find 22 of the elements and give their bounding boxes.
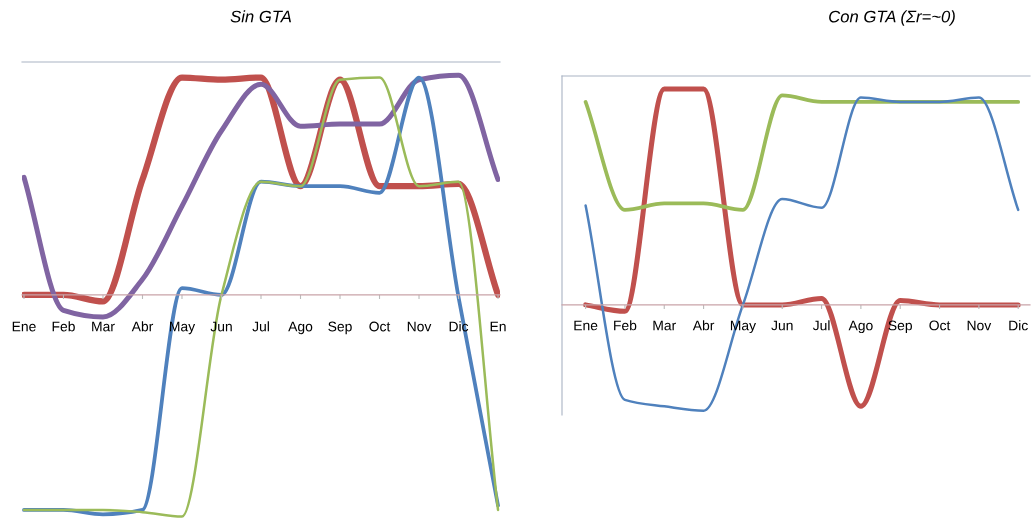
x-tick-label: Jul bbox=[252, 321, 269, 332]
x-tick-label: Feb bbox=[52, 321, 75, 332]
x-tick-label: Ago bbox=[848, 320, 873, 334]
x-tick-label: Abr bbox=[692, 320, 715, 331]
x-tick-label: Mar bbox=[653, 320, 676, 331]
x-tick-label: Ene bbox=[12, 321, 36, 332]
x-tick-label: En bbox=[490, 321, 506, 332]
x-tick-label: Ene bbox=[574, 320, 598, 331]
x-tick-label: Oct bbox=[369, 321, 391, 332]
x-tick-label: Mar bbox=[92, 321, 115, 332]
x-tick-label: Jul bbox=[812, 320, 830, 331]
x-tick-label: Abr bbox=[131, 321, 154, 332]
chart-title: Sin GTA bbox=[230, 10, 291, 23]
x-tick-label: Dic bbox=[1009, 320, 1028, 331]
x-tick-label: Jun bbox=[771, 320, 793, 331]
x-tick-label: Sep bbox=[328, 321, 352, 335]
chart-title: Con GTA (Σr=~0) bbox=[829, 10, 955, 26]
x-tick-label: Nov bbox=[407, 321, 432, 332]
x-tick-label: Nov bbox=[967, 320, 992, 331]
x-tick-label: Oct bbox=[929, 320, 951, 331]
x-tick-label: Ago bbox=[288, 321, 313, 335]
x-tick-label: Feb bbox=[614, 320, 637, 331]
